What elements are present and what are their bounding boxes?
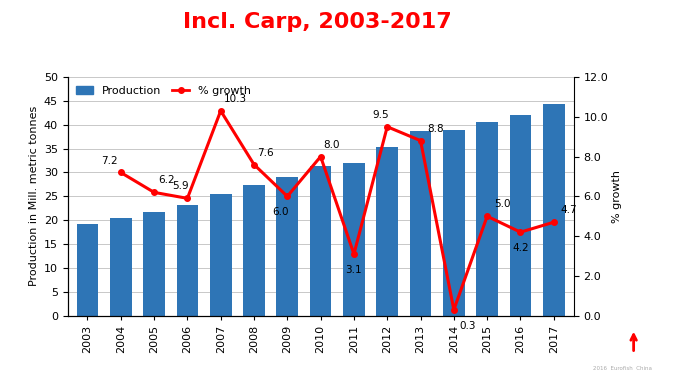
Y-axis label: Production in Mill. metric tonnes: Production in Mill. metric tonnes: [30, 106, 39, 286]
Bar: [543, 104, 564, 316]
Text: 10.3: 10.3: [223, 94, 246, 104]
Text: 4.2: 4.2: [512, 243, 529, 253]
Bar: [277, 177, 298, 316]
Text: 9.5: 9.5: [372, 110, 389, 120]
Text: 2016  Eurofish  China: 2016 Eurofish China: [593, 367, 652, 371]
Text: GO  L: GO L: [595, 334, 649, 352]
Text: 7.2: 7.2: [101, 156, 118, 166]
Bar: [410, 131, 431, 316]
Bar: [177, 205, 198, 316]
Bar: [210, 194, 232, 316]
Bar: [310, 166, 331, 316]
Bar: [110, 218, 132, 316]
Text: Incl. Carp, 2003-2017: Incl. Carp, 2003-2017: [183, 12, 452, 32]
Y-axis label: % growth: % growth: [612, 170, 622, 223]
Text: 7.6: 7.6: [256, 147, 273, 157]
Text: 5.9: 5.9: [172, 181, 189, 191]
Text: 6.0: 6.0: [272, 208, 289, 218]
Bar: [343, 163, 364, 316]
Text: 4.7: 4.7: [561, 205, 577, 215]
Bar: [443, 131, 464, 316]
Bar: [377, 147, 398, 316]
Bar: [477, 122, 498, 316]
Bar: [143, 212, 165, 316]
Text: 0.3: 0.3: [460, 321, 476, 331]
Text: 6.2: 6.2: [158, 176, 175, 186]
Bar: [77, 224, 99, 316]
Bar: [243, 185, 265, 316]
Text: 5.0: 5.0: [494, 199, 510, 209]
Text: 8.0: 8.0: [323, 140, 340, 150]
Text: 8.8: 8.8: [427, 124, 444, 134]
Legend: Production, % growth: Production, % growth: [73, 82, 254, 99]
Bar: [510, 115, 531, 316]
Text: 3.1: 3.1: [346, 265, 362, 275]
